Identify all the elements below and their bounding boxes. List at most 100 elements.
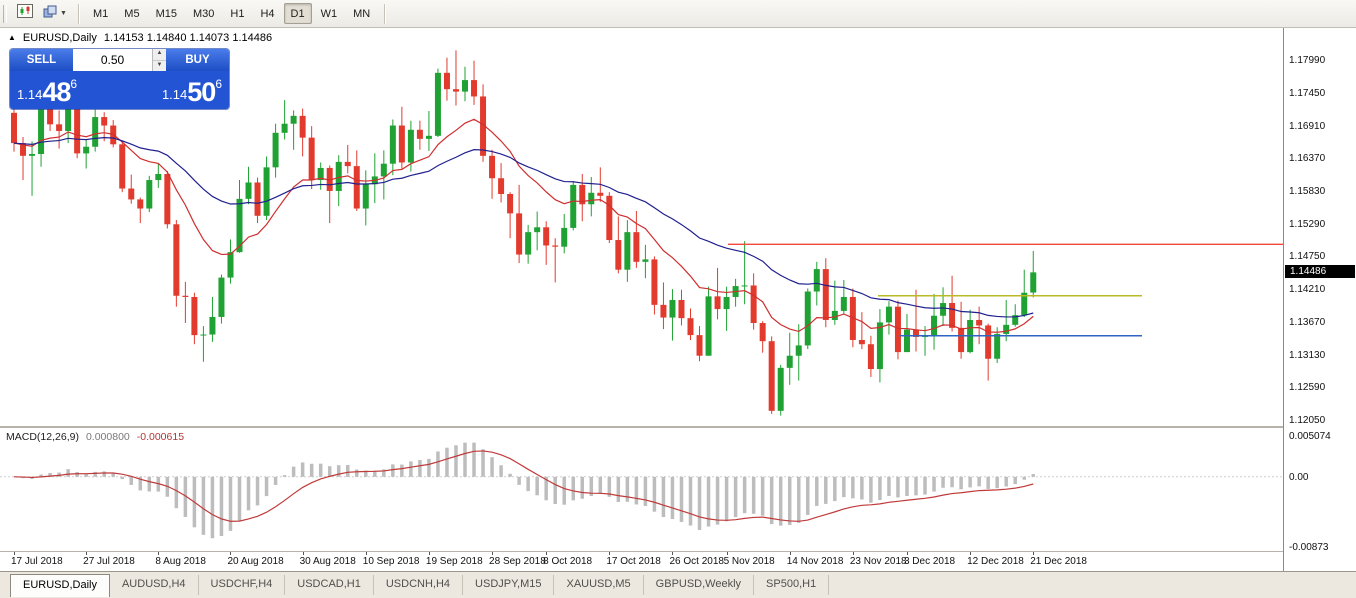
time-axis-label: 5 Nov 2018 bbox=[723, 556, 775, 567]
macd-signal-value: -0.000615 bbox=[136, 431, 185, 443]
timeframe-button-m15[interactable]: M15 bbox=[149, 3, 184, 24]
macd-axis-label: -0.00873 bbox=[1289, 542, 1329, 553]
time-axis-tick bbox=[726, 552, 728, 555]
price-axis[interactable]: 1.14486 1.17990 1.17450 1.16910 1.16370 1.15… bbox=[1283, 28, 1356, 571]
chart-tab-xauusd-m5[interactable]: XAUUSD,M5 bbox=[554, 575, 644, 595]
chart-tab-usdcnh-h4[interactable]: USDCNH,H4 bbox=[374, 575, 464, 595]
current-price-badge: 1.14486 bbox=[1285, 265, 1355, 279]
time-axis-tick bbox=[906, 552, 908, 555]
time-axis-tick bbox=[14, 552, 15, 555]
price-axis-label: 1.17450 bbox=[1289, 87, 1326, 99]
chart-objects-dropdown-button[interactable]: ▼ bbox=[39, 3, 71, 25]
volume-down-button[interactable]: ▼ bbox=[153, 60, 166, 71]
chart-tab-sp500-h1[interactable]: SP500,H1 bbox=[754, 575, 830, 595]
macd-indicator-plot[interactable] bbox=[0, 428, 1283, 551]
time-axis-label: 21 Dec 2018 bbox=[1030, 556, 1087, 567]
volume-value[interactable]: 0.50 bbox=[100, 53, 125, 67]
timeframe-button-w1[interactable]: W1 bbox=[314, 3, 345, 24]
price-axis-label: 1.15830 bbox=[1289, 185, 1326, 197]
time-axis-tick bbox=[970, 552, 972, 555]
one-click-trading-panel: SELL 0.50 ▲ ▼ BUY 1.14 48 6 1.14 50 6 bbox=[10, 49, 229, 109]
time-axis-tick bbox=[1033, 552, 1035, 555]
fast-ma-line bbox=[13, 118, 1034, 333]
sell-price-head: 1.14 bbox=[17, 87, 43, 102]
time-axis-tick bbox=[789, 552, 791, 555]
one-click-prices: 1.14 48 6 1.14 50 6 bbox=[10, 71, 229, 109]
time-axis-tick bbox=[158, 552, 160, 555]
sell-price: 1.14 48 6 bbox=[10, 71, 120, 109]
timeframe-button-d1[interactable]: D1 bbox=[283, 3, 312, 24]
time-axis[interactable]: 17 Jul 2018 27 Jul 2018 8 Aug 2018 20 Aug 2… bbox=[0, 551, 1283, 571]
price-axis-label: 1.16910 bbox=[1289, 120, 1326, 132]
time-axis-tick bbox=[546, 552, 548, 555]
buy-price-sup: 6 bbox=[215, 77, 222, 91]
price-axis-label: 1.13670 bbox=[1289, 316, 1326, 328]
price-axis-label: 1.15290 bbox=[1289, 218, 1326, 230]
chart-tab-usdjpy-m15[interactable]: USDJPY,M15 bbox=[463, 575, 555, 595]
price-axis-label: 1.16370 bbox=[1289, 153, 1326, 165]
chart-tab-gbpusd-weekly[interactable]: GBPUSD,Weekly bbox=[644, 575, 755, 595]
candles-series bbox=[11, 50, 1037, 416]
top-toolbar: ▼ M1 M5 M15 M30 H1 H4 D1 W1 MN bbox=[0, 0, 1356, 28]
chart-tab-audusd-h4[interactable]: AUDUSD,H4 bbox=[110, 575, 199, 595]
chart-ohlc-values: 1.14153 1.14840 1.14073 1.14486 bbox=[103, 32, 273, 44]
chart-window-icon-button[interactable] bbox=[12, 3, 37, 25]
timeframe-button-mn[interactable]: MN bbox=[346, 3, 377, 24]
price-chart-plot[interactable] bbox=[0, 28, 1283, 426]
timeframe-button-m1[interactable]: M1 bbox=[86, 3, 115, 24]
time-axis-label: 27 Jul 2018 bbox=[83, 556, 135, 567]
price-axis-label: 1.14210 bbox=[1289, 284, 1326, 296]
time-axis-label: 19 Sep 2018 bbox=[425, 556, 483, 567]
time-axis-tick bbox=[302, 552, 304, 555]
toolbar-grip[interactable] bbox=[3, 4, 7, 23]
chart-window-icon bbox=[16, 4, 33, 23]
buy-button[interactable]: BUY bbox=[166, 49, 229, 71]
chart-objects-icon bbox=[43, 5, 58, 23]
volume-input[interactable]: 0.50 ▲ ▼ bbox=[73, 49, 166, 71]
toolbar-separator bbox=[78, 3, 79, 24]
timeframe-button-m5[interactable]: M5 bbox=[117, 3, 146, 24]
volume-up-button[interactable]: ▲ bbox=[153, 49, 166, 61]
chart-tab-eurusd-daily[interactable]: EURUSD,Daily bbox=[10, 573, 110, 597]
time-axis-tick bbox=[492, 552, 494, 555]
time-axis-label: 26 Oct 2018 bbox=[669, 556, 724, 567]
timeframes-toolbar: M1 M5 M15 M30 H1 H4 D1 W1 MN bbox=[85, 3, 378, 24]
panel-separator[interactable] bbox=[0, 426, 1283, 428]
macd-histogram bbox=[21, 442, 1036, 539]
timeframe-button-m30[interactable]: M30 bbox=[186, 3, 221, 24]
time-axis-label: 23 Nov 2018 bbox=[849, 556, 907, 567]
timeframe-button-h4[interactable]: H4 bbox=[253, 3, 281, 24]
macd-signal-line bbox=[13, 450, 1034, 522]
time-axis-label: 30 Aug 2018 bbox=[299, 556, 356, 567]
time-axis-label: 17 Jul 2018 bbox=[11, 556, 63, 567]
price-axis-label: 1.14750 bbox=[1289, 251, 1326, 263]
time-axis-label: 20 Aug 2018 bbox=[227, 556, 284, 567]
macd-axis-label: 0.005074 bbox=[1289, 431, 1331, 442]
time-axis-tick bbox=[672, 552, 674, 555]
price-axis-label: 1.17990 bbox=[1289, 55, 1326, 67]
sell-price-main: 48 bbox=[42, 77, 71, 107]
time-axis-label: 28 Sep 2018 bbox=[489, 556, 546, 567]
chart-caption: ▲ EURUSD,Daily 1.14153 1.14840 1.14073 1… bbox=[8, 32, 272, 44]
time-axis-label: 8 Oct 2018 bbox=[543, 556, 593, 567]
time-axis-label: 3 Dec 2018 bbox=[903, 556, 956, 567]
time-axis-label: 8 Aug 2018 bbox=[155, 556, 206, 567]
macd-main-value: 0.000800 bbox=[85, 431, 130, 443]
chart-tab-usdchf-h4[interactable]: USDCHF,H4 bbox=[199, 575, 286, 595]
time-axis-label: 14 Nov 2018 bbox=[786, 556, 844, 567]
time-axis-tick bbox=[428, 552, 430, 555]
one-click-collapse-icon[interactable]: ▲ bbox=[8, 33, 16, 42]
time-axis-tick bbox=[852, 552, 854, 555]
buy-price-main: 50 bbox=[187, 77, 216, 107]
chevron-down-icon: ▼ bbox=[60, 10, 67, 17]
sell-button[interactable]: SELL bbox=[10, 49, 73, 71]
timeframe-button-h1[interactable]: H1 bbox=[223, 3, 251, 24]
time-axis-tick bbox=[230, 552, 232, 555]
chart-tab-usdcad-h1[interactable]: USDCAD,H1 bbox=[285, 575, 374, 595]
sell-price-sup: 6 bbox=[70, 77, 78, 91]
price-axis-label: 1.12050 bbox=[1289, 414, 1326, 426]
macd-caption: MACD(12,26,9) 0.000800 -0.000615 bbox=[6, 431, 184, 443]
chart-symbol-period: EURUSD,Daily bbox=[22, 32, 97, 44]
macd-indicator-label: MACD(12,26,9) bbox=[6, 431, 79, 443]
chart-window: ▲ EURUSD,Daily 1.14153 1.14840 1.14073 1… bbox=[0, 28, 1356, 571]
